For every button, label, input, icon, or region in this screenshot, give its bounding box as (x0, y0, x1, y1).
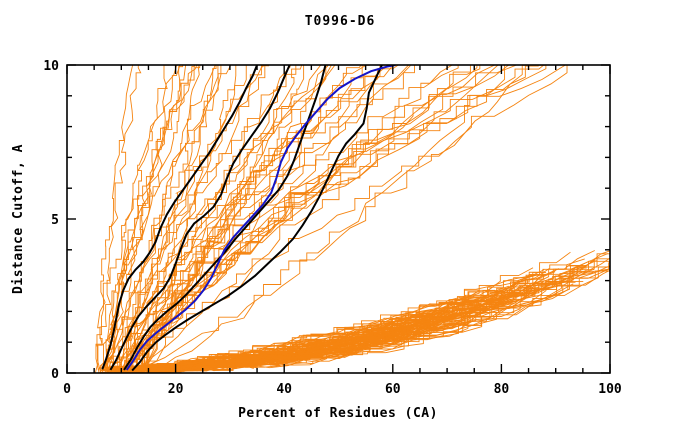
curve (106, 65, 201, 368)
curve (147, 65, 518, 372)
black-curve-4 (131, 65, 383, 372)
x-tick-label: 80 (494, 382, 510, 397)
curve (139, 65, 510, 369)
black-curve-1 (101, 65, 258, 370)
y-tick-label: 5 (51, 213, 59, 228)
curve (97, 65, 142, 373)
curve (118, 65, 333, 369)
curve (117, 65, 266, 370)
x-tick-label: 0 (63, 382, 71, 397)
curve (146, 65, 545, 373)
curve (105, 65, 178, 367)
curve (101, 65, 200, 373)
curve (139, 253, 609, 372)
curve (144, 65, 499, 368)
curve (137, 260, 597, 372)
x-tick-label: 60 (385, 382, 401, 397)
curve (106, 65, 223, 373)
curve (141, 250, 610, 372)
series-reference-models-black (101, 65, 383, 372)
x-axis-tick-labels: 0 20 40 60 80 100 (63, 382, 622, 397)
series-reference-model-blue (125, 65, 396, 371)
curve (94, 65, 170, 373)
y-axis-title: Distance Cutoff, A (11, 144, 26, 294)
x-axis-title: Percent of Residues (CA) (238, 406, 438, 421)
black-curve-3 (123, 65, 327, 371)
curve (120, 65, 322, 367)
curve (125, 65, 297, 367)
page-title: T0996-D6 (304, 14, 376, 29)
y-tick-label: 10 (43, 59, 59, 74)
x-tick-label: 100 (598, 382, 622, 397)
curve (141, 260, 610, 372)
curve (119, 65, 329, 373)
curve (102, 65, 216, 370)
curve (151, 65, 539, 373)
curve (140, 65, 478, 372)
x-tick-label: 40 (276, 382, 292, 397)
curve (116, 65, 256, 367)
y-axis-tick-labels: 0 5 10 (43, 59, 59, 382)
curve (138, 268, 610, 373)
curve (129, 65, 336, 368)
blue-curve (125, 65, 396, 371)
curve (142, 270, 610, 371)
curve (133, 65, 400, 367)
curve (144, 65, 568, 373)
curve (133, 261, 589, 372)
series-predictor-ensemble (94, 65, 610, 373)
x-tick-label: 20 (168, 382, 184, 397)
curve (143, 258, 610, 370)
curve (136, 65, 415, 373)
curve (115, 65, 268, 373)
curve (122, 65, 370, 367)
curve (131, 65, 394, 369)
curve (130, 65, 367, 373)
curve (124, 65, 305, 372)
curve (95, 65, 134, 373)
curve (105, 65, 187, 373)
curve (120, 65, 237, 373)
curve (146, 65, 567, 373)
y-tick-label: 0 (51, 367, 59, 382)
curve (129, 65, 389, 373)
axis-ticks (66, 64, 611, 374)
black-curve-2 (109, 65, 291, 371)
